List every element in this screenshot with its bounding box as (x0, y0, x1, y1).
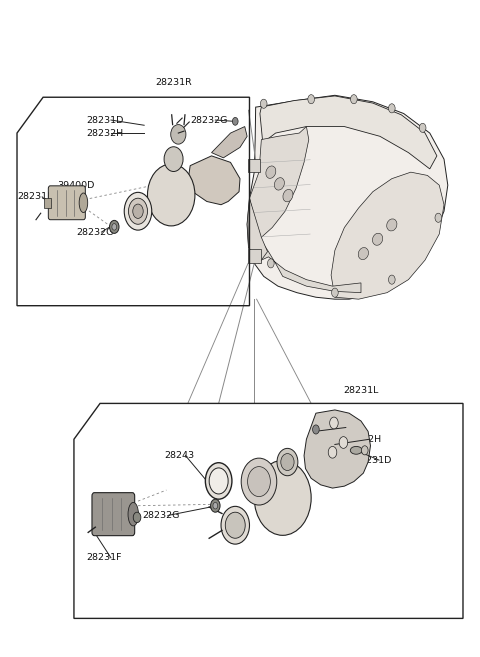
Ellipse shape (358, 248, 369, 260)
Circle shape (312, 425, 319, 434)
Polygon shape (247, 198, 361, 292)
Circle shape (328, 446, 337, 458)
Ellipse shape (241, 458, 277, 505)
Text: 28231R: 28231R (155, 78, 192, 87)
Polygon shape (188, 156, 240, 205)
Ellipse shape (283, 189, 293, 202)
Text: 28232G: 28232G (190, 116, 228, 125)
Ellipse shape (124, 193, 152, 230)
Ellipse shape (350, 446, 362, 454)
Circle shape (267, 259, 274, 268)
Text: 39400D: 39400D (57, 181, 95, 190)
FancyBboxPatch shape (92, 493, 135, 535)
Polygon shape (249, 198, 267, 263)
Text: 28243: 28243 (164, 451, 194, 460)
Ellipse shape (275, 177, 284, 190)
Bar (44, 198, 51, 208)
Circle shape (205, 463, 232, 499)
Circle shape (209, 468, 228, 494)
Ellipse shape (225, 512, 245, 538)
Circle shape (213, 503, 218, 509)
Circle shape (350, 95, 357, 104)
Polygon shape (212, 127, 247, 158)
Circle shape (388, 104, 395, 113)
Ellipse shape (164, 147, 183, 171)
Circle shape (112, 223, 117, 230)
Circle shape (261, 99, 267, 108)
Circle shape (339, 437, 348, 448)
Polygon shape (331, 172, 444, 299)
Text: 28232H: 28232H (344, 435, 382, 443)
Ellipse shape (277, 448, 298, 476)
Circle shape (211, 499, 220, 512)
Polygon shape (260, 96, 437, 169)
Polygon shape (250, 127, 309, 237)
Text: 28231F: 28231F (17, 193, 52, 202)
Text: 28231D: 28231D (354, 455, 391, 464)
Circle shape (133, 512, 141, 522)
Ellipse shape (254, 461, 311, 535)
Text: 28231D: 28231D (86, 116, 123, 125)
Ellipse shape (266, 166, 276, 178)
Polygon shape (247, 95, 448, 299)
Text: 28232G: 28232G (143, 511, 180, 520)
Text: 39400D: 39400D (96, 497, 132, 506)
Ellipse shape (387, 219, 397, 231)
Ellipse shape (79, 193, 88, 213)
Circle shape (435, 213, 442, 222)
FancyBboxPatch shape (48, 186, 85, 219)
Circle shape (332, 288, 338, 297)
Text: 28231F: 28231F (86, 553, 121, 562)
Circle shape (388, 275, 395, 284)
Circle shape (232, 118, 238, 125)
Text: 28232H: 28232H (86, 129, 123, 137)
Text: 28232G: 28232G (76, 227, 114, 237)
Ellipse shape (133, 204, 143, 218)
Ellipse shape (281, 453, 294, 470)
Ellipse shape (248, 466, 270, 497)
Circle shape (109, 220, 119, 233)
Circle shape (420, 124, 426, 133)
Ellipse shape (147, 164, 195, 226)
Ellipse shape (171, 125, 186, 144)
Ellipse shape (221, 507, 250, 544)
Circle shape (361, 445, 368, 455)
Text: 28231L: 28231L (343, 386, 379, 395)
Bar (248, 249, 261, 263)
Ellipse shape (372, 233, 383, 245)
Circle shape (308, 95, 314, 104)
Ellipse shape (129, 198, 147, 224)
Circle shape (330, 417, 338, 429)
Polygon shape (304, 410, 371, 488)
Text: 28232G: 28232G (321, 423, 358, 432)
Bar (248, 159, 260, 172)
Ellipse shape (128, 503, 138, 526)
